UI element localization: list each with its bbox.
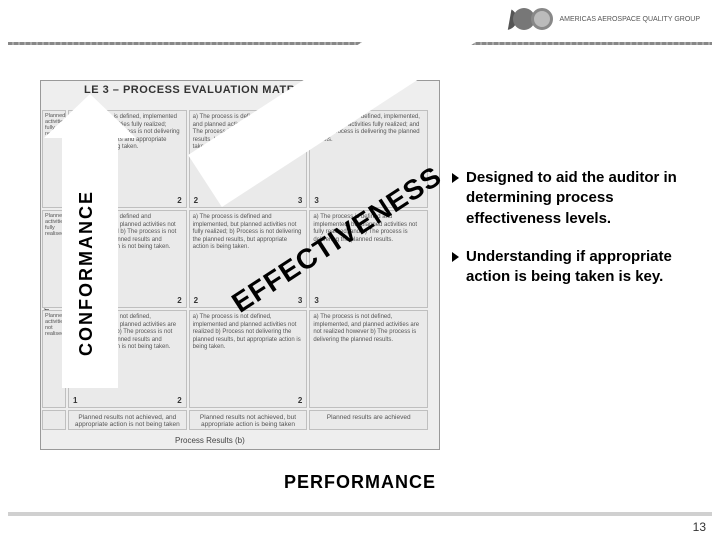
cell-text: a) The process is not defined, implement… xyxy=(313,314,419,343)
matrix-bottom-cell: Planned results not achieved, and approp… xyxy=(68,410,187,430)
cell-num-left: 3 xyxy=(314,196,318,206)
matrix-cell: a) The process is not defined, implement… xyxy=(189,310,308,408)
cell-num-left: 3 xyxy=(314,296,318,306)
cell-num-right: 3 xyxy=(298,296,302,306)
matrix-cell: a) The process is not defined, implement… xyxy=(309,310,428,408)
cell-num-left: 2 xyxy=(194,196,198,206)
cell-text: a) The process is defined and implemente… xyxy=(193,214,302,250)
cell-num-right: 2 xyxy=(177,396,181,406)
bullet-list: Designed to aid the auditor in determini… xyxy=(452,168,702,305)
cell-num-right: 2 xyxy=(298,396,302,406)
bullet-item: Understanding if appropriate action is b… xyxy=(452,247,702,288)
performance-label: PERFORMANCE xyxy=(0,472,720,493)
cell-num-right: 3 xyxy=(298,196,302,206)
footer-rule xyxy=(8,512,712,516)
side-cell xyxy=(42,410,66,430)
bullet-item: Designed to aid the auditor in determini… xyxy=(452,168,702,229)
logo-text: AMERICAS AEROSPACE QUALITY GROUP xyxy=(559,16,700,23)
x-axis-label: Process Results (b) xyxy=(175,436,245,445)
cell-text: a) The process is not defined, implement… xyxy=(193,314,301,350)
page-number: 13 xyxy=(693,520,706,534)
conformance-label: CONFORMANCE xyxy=(76,190,97,356)
matrix-bottom-cell: Planned results not achieved, but approp… xyxy=(189,410,308,430)
cell-num-left: 2 xyxy=(194,296,198,306)
cell-num-right: 2 xyxy=(177,296,181,306)
cell-num-right: 2 xyxy=(177,196,181,206)
matrix-bottom-cell: Planned results are achieved xyxy=(309,410,428,430)
cell-num-left: 1 xyxy=(73,396,77,406)
